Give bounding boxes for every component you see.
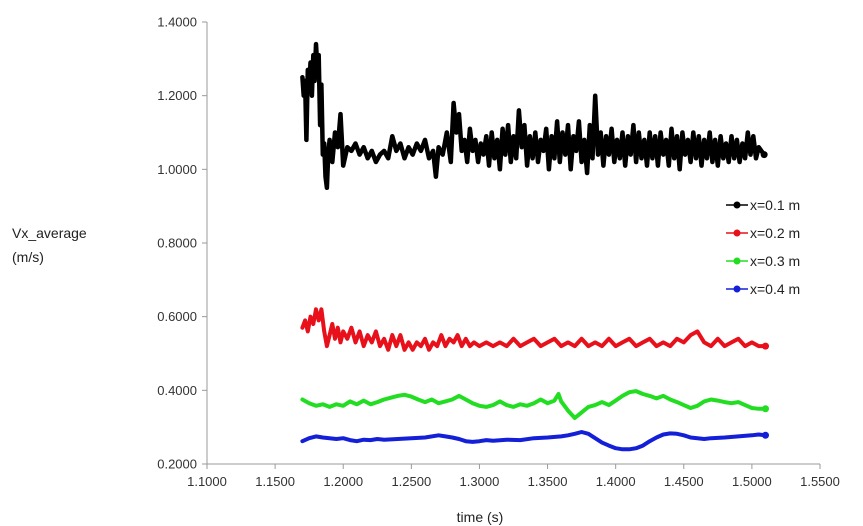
y-tick-label: 0.4000	[157, 383, 197, 398]
legend-swatch-marker-3	[733, 257, 741, 265]
series-end-point-4	[762, 431, 770, 439]
series-line-1	[300, 41, 767, 191]
series-line-4	[300, 430, 768, 452]
x-tick-label: 1.4500	[664, 474, 704, 489]
y-ticks: 0.2000 0.4000 0.6000 0.8000 1.0000 1.2000 1.40…	[157, 15, 207, 472]
series-end-point-1	[760, 151, 768, 159]
x-tick-label: 1.2500	[391, 474, 431, 489]
legend-label-1: x=0.1 m	[750, 197, 800, 213]
x-axis-title: time (s)	[457, 509, 504, 525]
series-line-2	[300, 307, 768, 352]
y-tick-label: 0.6000	[157, 309, 197, 324]
x-tick-label: 1.5500	[800, 474, 840, 489]
legend: x=0.1 m x=0.2 m x=0.3 m x=0.4 m	[726, 197, 800, 297]
legend-swatch-marker-2	[733, 229, 741, 237]
axes: 1.1000 1.1500 1.2000 1.2500 1.3000 1.3500 1.40…	[157, 15, 840, 490]
y-tick-label: 1.0000	[157, 162, 197, 177]
x-tick-label: 1.3500	[528, 474, 568, 489]
y-tick-label: 0.8000	[157, 236, 197, 251]
y-axis-title-line-2: (m/s)	[12, 249, 44, 265]
x-tick-label: 1.5000	[732, 474, 772, 489]
series-end-point-3	[762, 405, 770, 413]
x-tick-label: 1.1000	[187, 474, 227, 489]
x-ticks: 1.1000 1.1500 1.2000 1.2500 1.3000 1.3500 1.40…	[187, 464, 840, 489]
y-tick-label: 1.2000	[157, 88, 197, 103]
legend-swatch-marker-1	[733, 201, 741, 209]
legend-label-4: x=0.4 m	[750, 281, 800, 297]
series-layer	[300, 41, 770, 452]
legend-label-2: x=0.2 m	[750, 225, 800, 241]
series-end-point-2	[762, 342, 770, 350]
x-tick-label: 1.1500	[255, 474, 295, 489]
x-tick-label: 1.3000	[460, 474, 500, 489]
x-tick-label: 1.4000	[596, 474, 636, 489]
y-tick-label: 1.4000	[157, 15, 197, 30]
legend-swatch-marker-4	[733, 285, 741, 293]
series-line-3	[300, 389, 768, 420]
y-tick-label: 0.2000	[157, 457, 197, 472]
legend-label-3: x=0.3 m	[750, 253, 800, 269]
x-tick-label: 1.2000	[323, 474, 363, 489]
y-axis-title-line-1: Vx_average	[12, 225, 87, 241]
